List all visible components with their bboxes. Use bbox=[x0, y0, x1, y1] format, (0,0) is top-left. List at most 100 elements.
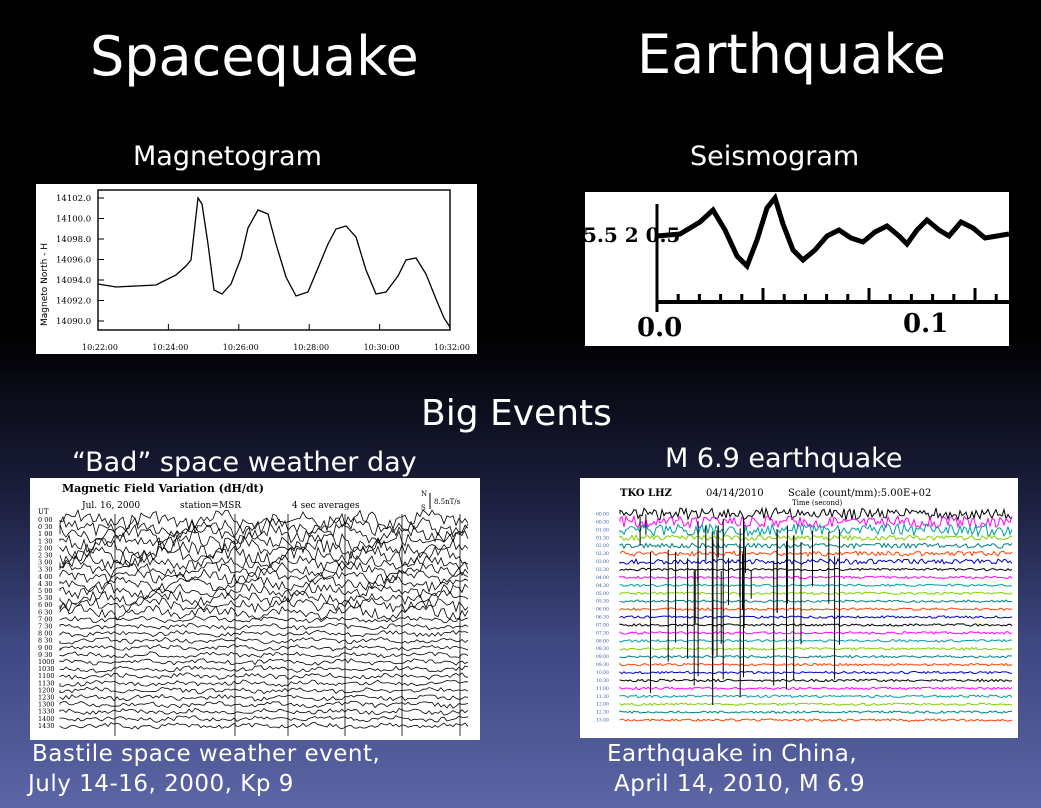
dhdt-trace bbox=[59, 554, 469, 571]
dhdt-trace bbox=[59, 615, 469, 624]
magnetogram-figure: 14102.0 14100.0 14098.0 14096.0 14094.0 14092… bbox=[36, 184, 477, 354]
dhdt-trace bbox=[59, 715, 469, 723]
dhdt-scale: 8.5nT/s bbox=[434, 498, 461, 506]
dhdt-trace bbox=[59, 700, 469, 709]
title-spacequake: Spacequake bbox=[90, 25, 419, 88]
tko-scale: Scale (count/mm):5.00E+02 bbox=[788, 488, 931, 499]
dhdt-hour-label: 9 00 bbox=[38, 644, 52, 652]
magnetogram-ytick: 14100.0 bbox=[56, 215, 91, 225]
magnetogram-ytick: 14098.0 bbox=[56, 235, 91, 245]
tko-figure: TKO LHZ 04/14/2010 Scale (count/mm):5.00… bbox=[580, 478, 1018, 738]
tko-trace bbox=[619, 557, 1013, 565]
dhdt-hour-label: 1430 bbox=[38, 722, 55, 730]
dhdt-hour-label: 3 00 bbox=[38, 559, 52, 567]
dhdt-hour-label: 2 30 bbox=[38, 552, 52, 560]
tko-trace bbox=[619, 575, 1013, 580]
dhdt-trace bbox=[59, 707, 469, 716]
tko-trace bbox=[619, 514, 1013, 530]
tko-hour-label: 04.30 bbox=[596, 583, 609, 589]
title-bad-space-weather-day: “Bad” space weather day bbox=[72, 447, 417, 478]
dhdt-title: Magnetic Field Variation (dH/dt) bbox=[62, 482, 264, 495]
tko-hour-label: 12.00 bbox=[596, 702, 609, 708]
subtitle-magnetogram: Magnetogram bbox=[133, 141, 322, 172]
dhdt-hour-label: 1 00 bbox=[38, 530, 52, 538]
magnetogram-xtick: 10:26:00 bbox=[223, 343, 259, 352]
tko-hour-label: 08.30 bbox=[596, 646, 609, 652]
tko-hour-label: 04.00 bbox=[596, 575, 609, 581]
title-big-events: Big Events bbox=[421, 393, 612, 434]
dhdt-trace bbox=[59, 522, 469, 546]
tko-hour-label: 09.00 bbox=[596, 654, 609, 660]
tko-trace bbox=[619, 522, 1013, 538]
dhdt-trace bbox=[59, 686, 469, 695]
dhdt-trace bbox=[59, 536, 469, 560]
tko-trace bbox=[619, 623, 1013, 627]
tko-hour-label: 05.00 bbox=[596, 591, 609, 597]
dhdt-trace bbox=[59, 582, 469, 600]
dhdt-scale-n: N bbox=[421, 490, 427, 498]
tko-hour-label: 12.30 bbox=[596, 710, 609, 716]
dhdt-hour-label: 3 30 bbox=[38, 566, 52, 574]
tko-trace bbox=[619, 638, 1013, 643]
dhdt-trace bbox=[59, 515, 469, 539]
dhdt-hour-label: 1000 bbox=[38, 658, 55, 666]
dhdt-trace bbox=[59, 672, 469, 680]
tko-trace bbox=[619, 506, 1013, 522]
tko-trace bbox=[619, 591, 1013, 596]
tko-hour-label: 07.00 bbox=[596, 622, 609, 628]
magnetogram-ytick: 14102.0 bbox=[56, 194, 91, 204]
tko-trace bbox=[619, 542, 1013, 550]
tko-trace bbox=[619, 710, 1013, 714]
title-earthquake: Earthquake bbox=[637, 23, 946, 86]
dhdt-trace bbox=[59, 665, 469, 673]
dhdt-hour-label: 9 30 bbox=[38, 651, 52, 659]
dhdt-trace bbox=[59, 693, 469, 702]
dhdt-scale-s: S bbox=[421, 504, 426, 512]
dhdt-trace bbox=[59, 529, 469, 553]
tko-hour-label: 06.00 bbox=[596, 607, 609, 613]
tko-hour-label: 11.30 bbox=[596, 694, 609, 700]
dhdt-averages: 4 sec averages bbox=[292, 501, 360, 511]
dhdt-trace bbox=[59, 658, 469, 666]
dhdt-hour-label: 8 30 bbox=[38, 637, 52, 645]
tko-trace bbox=[619, 646, 1013, 651]
dhdt-hour-label: 1400 bbox=[38, 715, 55, 723]
dhdt-hour-label: 1230 bbox=[38, 694, 55, 702]
dhdt-trace bbox=[59, 604, 469, 621]
dhdt-trace bbox=[59, 622, 469, 631]
tko-trace bbox=[619, 550, 1013, 558]
magnetogram-xtick: 10:22:00 bbox=[82, 343, 118, 352]
tko-hour-label: 10.00 bbox=[596, 670, 609, 676]
tko-trace bbox=[619, 607, 1013, 612]
tko-trace bbox=[619, 534, 1013, 542]
caption-right-line2: April 14, 2010, M 6.9 bbox=[614, 771, 866, 797]
magnetogram-ytick: 14092.0 bbox=[56, 297, 91, 307]
tko-hour-label: 07.30 bbox=[596, 630, 609, 636]
dhdt-hour-label: 5 30 bbox=[38, 594, 52, 602]
magnetogram-ytick: 14096.0 bbox=[56, 256, 91, 266]
dhdt-station: station=MSR bbox=[180, 501, 241, 511]
dhdt-hour-label: 6 30 bbox=[38, 608, 52, 616]
tko-hour-label: 03.30 bbox=[596, 567, 609, 573]
magnetogram-ylabel: Magneto North - H bbox=[40, 243, 50, 326]
dhdt-trace bbox=[59, 644, 469, 652]
tko-trace bbox=[619, 654, 1013, 659]
dhdt-trace bbox=[59, 721, 469, 730]
dhdt-trace bbox=[59, 679, 468, 687]
magnetogram-xtick: 10:28:00 bbox=[293, 343, 329, 352]
dhdt-hour-label: 0 00 bbox=[38, 516, 52, 524]
dhdt-trace bbox=[59, 568, 469, 585]
tko-trace bbox=[619, 583, 1013, 588]
dhdt-hour-label: 1330 bbox=[38, 708, 55, 716]
dhdt-hour-label: 1100 bbox=[38, 672, 55, 680]
caption-left-line2: July 14-16, 2000, Kp 9 bbox=[28, 771, 294, 797]
tko-station: TKO LHZ bbox=[620, 488, 672, 499]
dhdt-trace bbox=[59, 561, 469, 579]
seismogram-figure: 5.5 2 0.5 0.0 0.1 bbox=[585, 192, 1009, 346]
tko-trace bbox=[619, 718, 1012, 722]
title-m69-earthquake: M 6.9 earthquake bbox=[665, 443, 903, 474]
tko-hour-label: 09.30 bbox=[596, 662, 609, 668]
tko-trace bbox=[619, 567, 1013, 572]
seismogram-trace bbox=[656, 192, 1009, 271]
dhdt-hour-label: 5 00 bbox=[38, 587, 52, 595]
